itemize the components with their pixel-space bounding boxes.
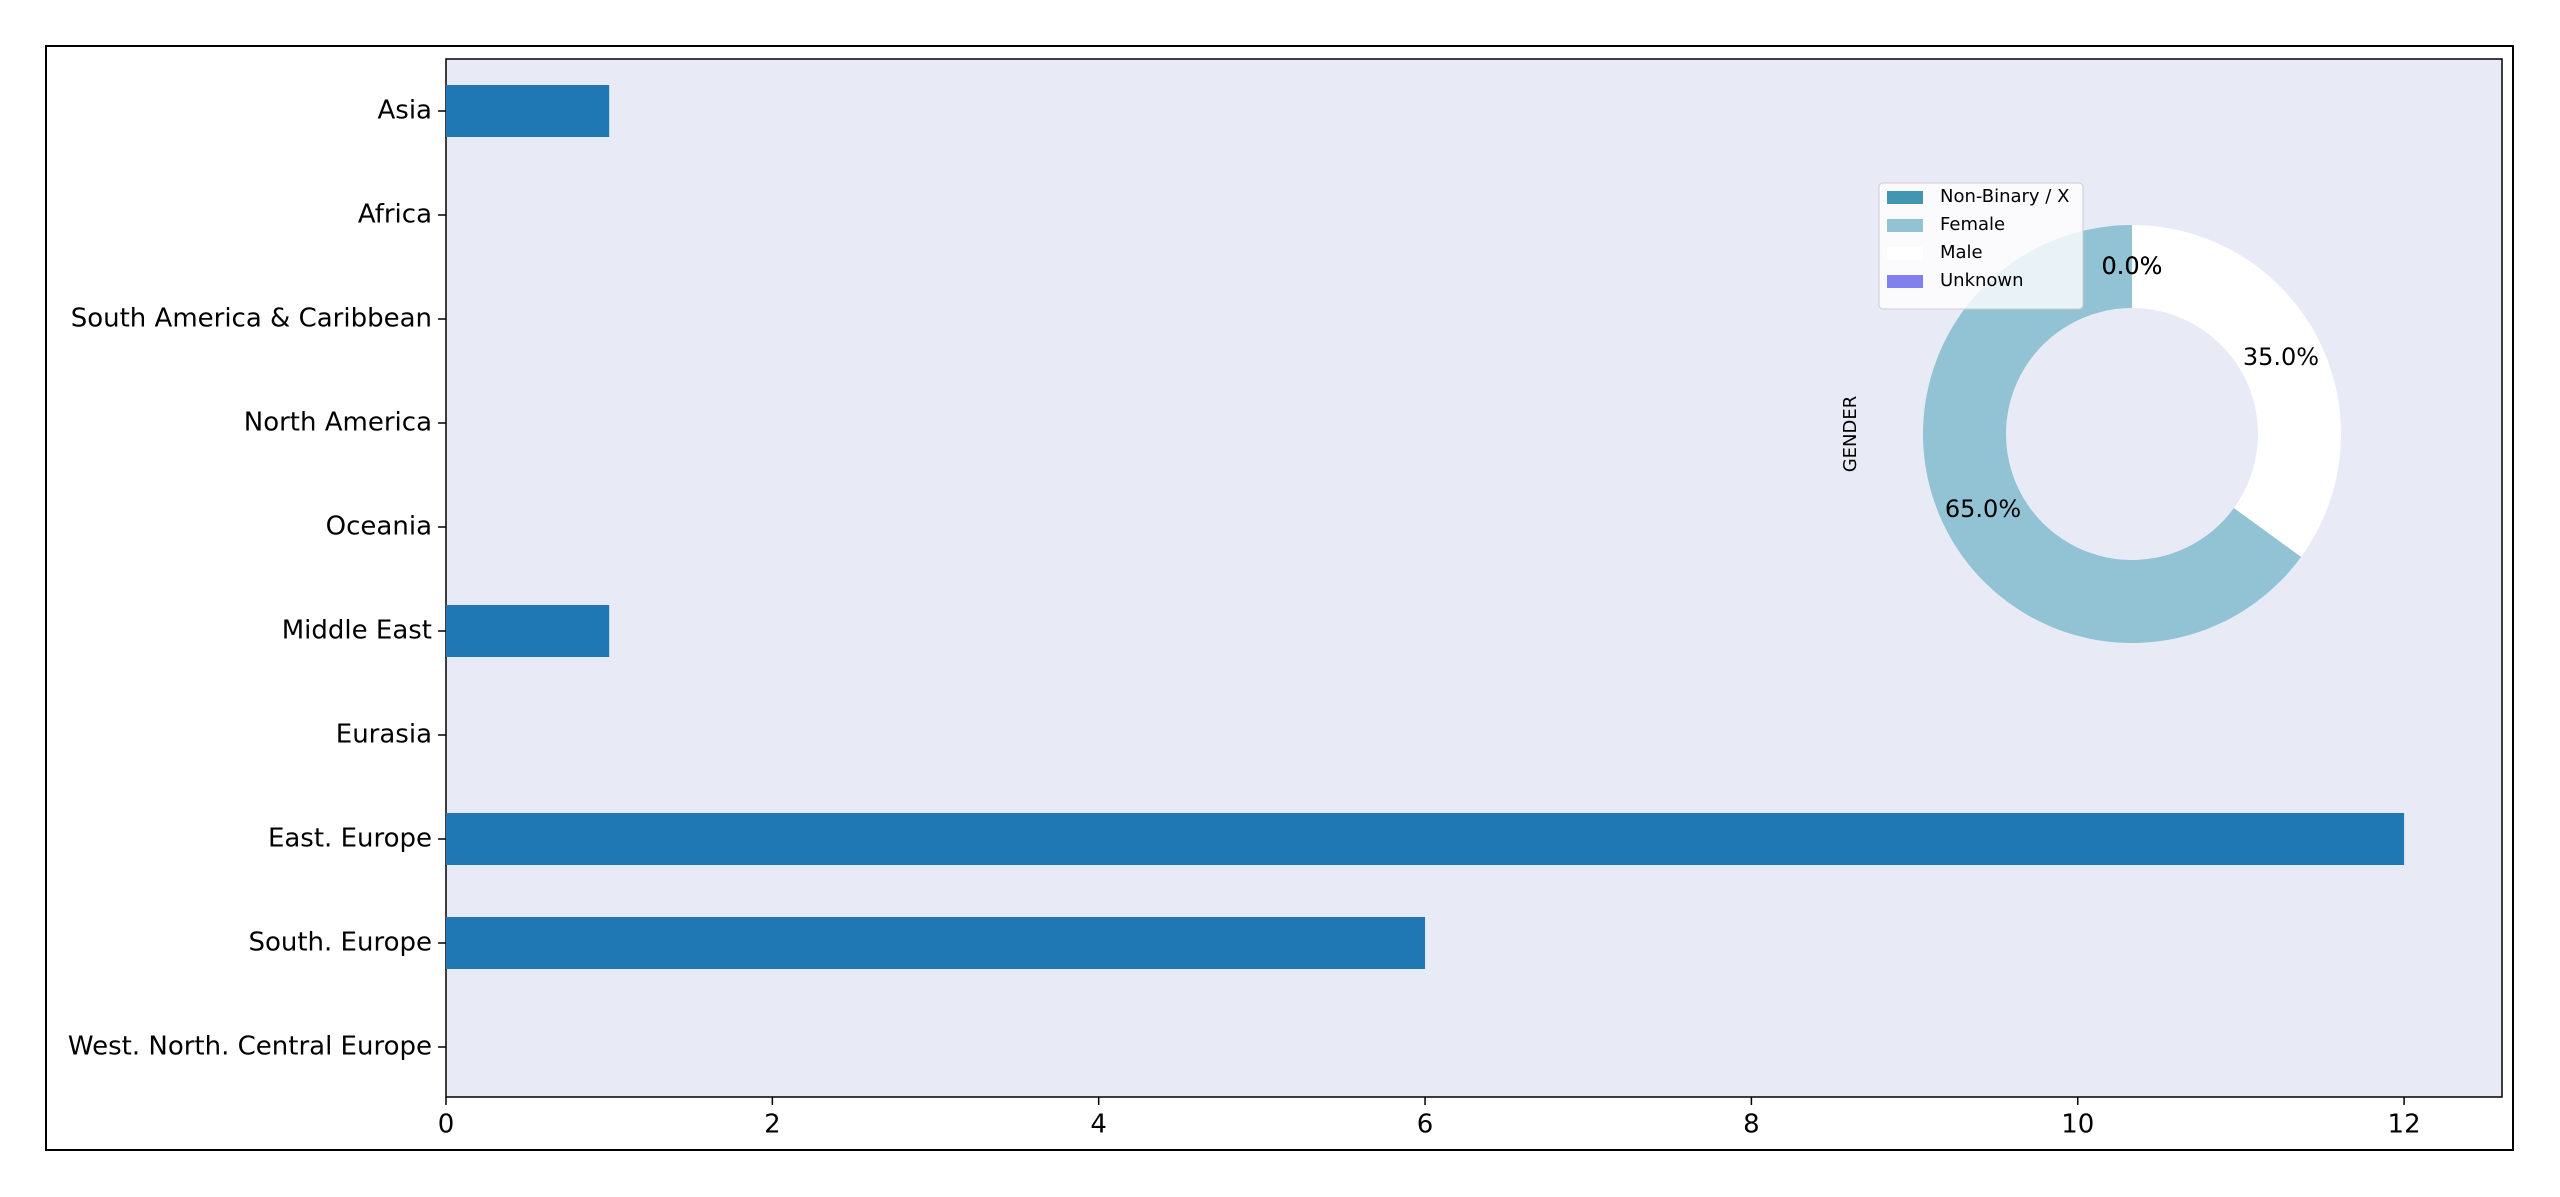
pie-label: 0.0% [2102,252,2163,280]
legend-label: Unknown [1940,270,2024,291]
pie-ylabel: GENDER [1840,396,1861,473]
y-tick-label: South. Europe [248,928,432,958]
pie-label: 65.0% [1945,495,2021,523]
x-tick-label: 4 [1090,1110,1107,1140]
y-tick-label: North America [244,408,432,438]
pie-slice [1922,225,2302,644]
y-tick-label: Asia [378,96,433,126]
legend-label: Female [1940,214,2005,235]
x-tick-label: 12 [2388,1110,2421,1140]
bar [446,85,610,137]
legend-swatch [1887,191,1923,204]
x-tick-label: 10 [2061,1110,2094,1140]
pie-label: 0.0% [2102,252,2163,280]
y-tick-label: East. Europe [268,824,432,854]
legend-label: Male [1940,242,1983,263]
legend-swatch [1887,247,1923,260]
bar [446,813,2405,865]
x-tick-label: 2 [764,1110,781,1140]
x-tick-label: 8 [1743,1110,1760,1140]
figure-frame [45,45,2514,1151]
x-tick-label: 6 [1417,1110,1434,1140]
y-tick-label: Middle East [282,616,432,646]
legend-label: Non-Binary / X [1940,186,2069,207]
x-tick-label: 0 [438,1110,455,1140]
y-tick-label: Africa [358,200,432,230]
pie-slice [2132,225,2341,557]
bar [446,917,1426,969]
pie-label: 35.0% [2243,343,2319,371]
y-tick-label: West. North. Central Europe [68,1032,432,1062]
y-tick-label: Eurasia [336,720,432,750]
bar [446,605,610,657]
y-tick-label: South America & Caribbean [71,304,432,334]
legend-box [1878,182,2084,310]
y-tick-label: Oceania [326,512,432,542]
legend-swatch [1887,275,1923,288]
legend-swatch [1887,219,1923,232]
